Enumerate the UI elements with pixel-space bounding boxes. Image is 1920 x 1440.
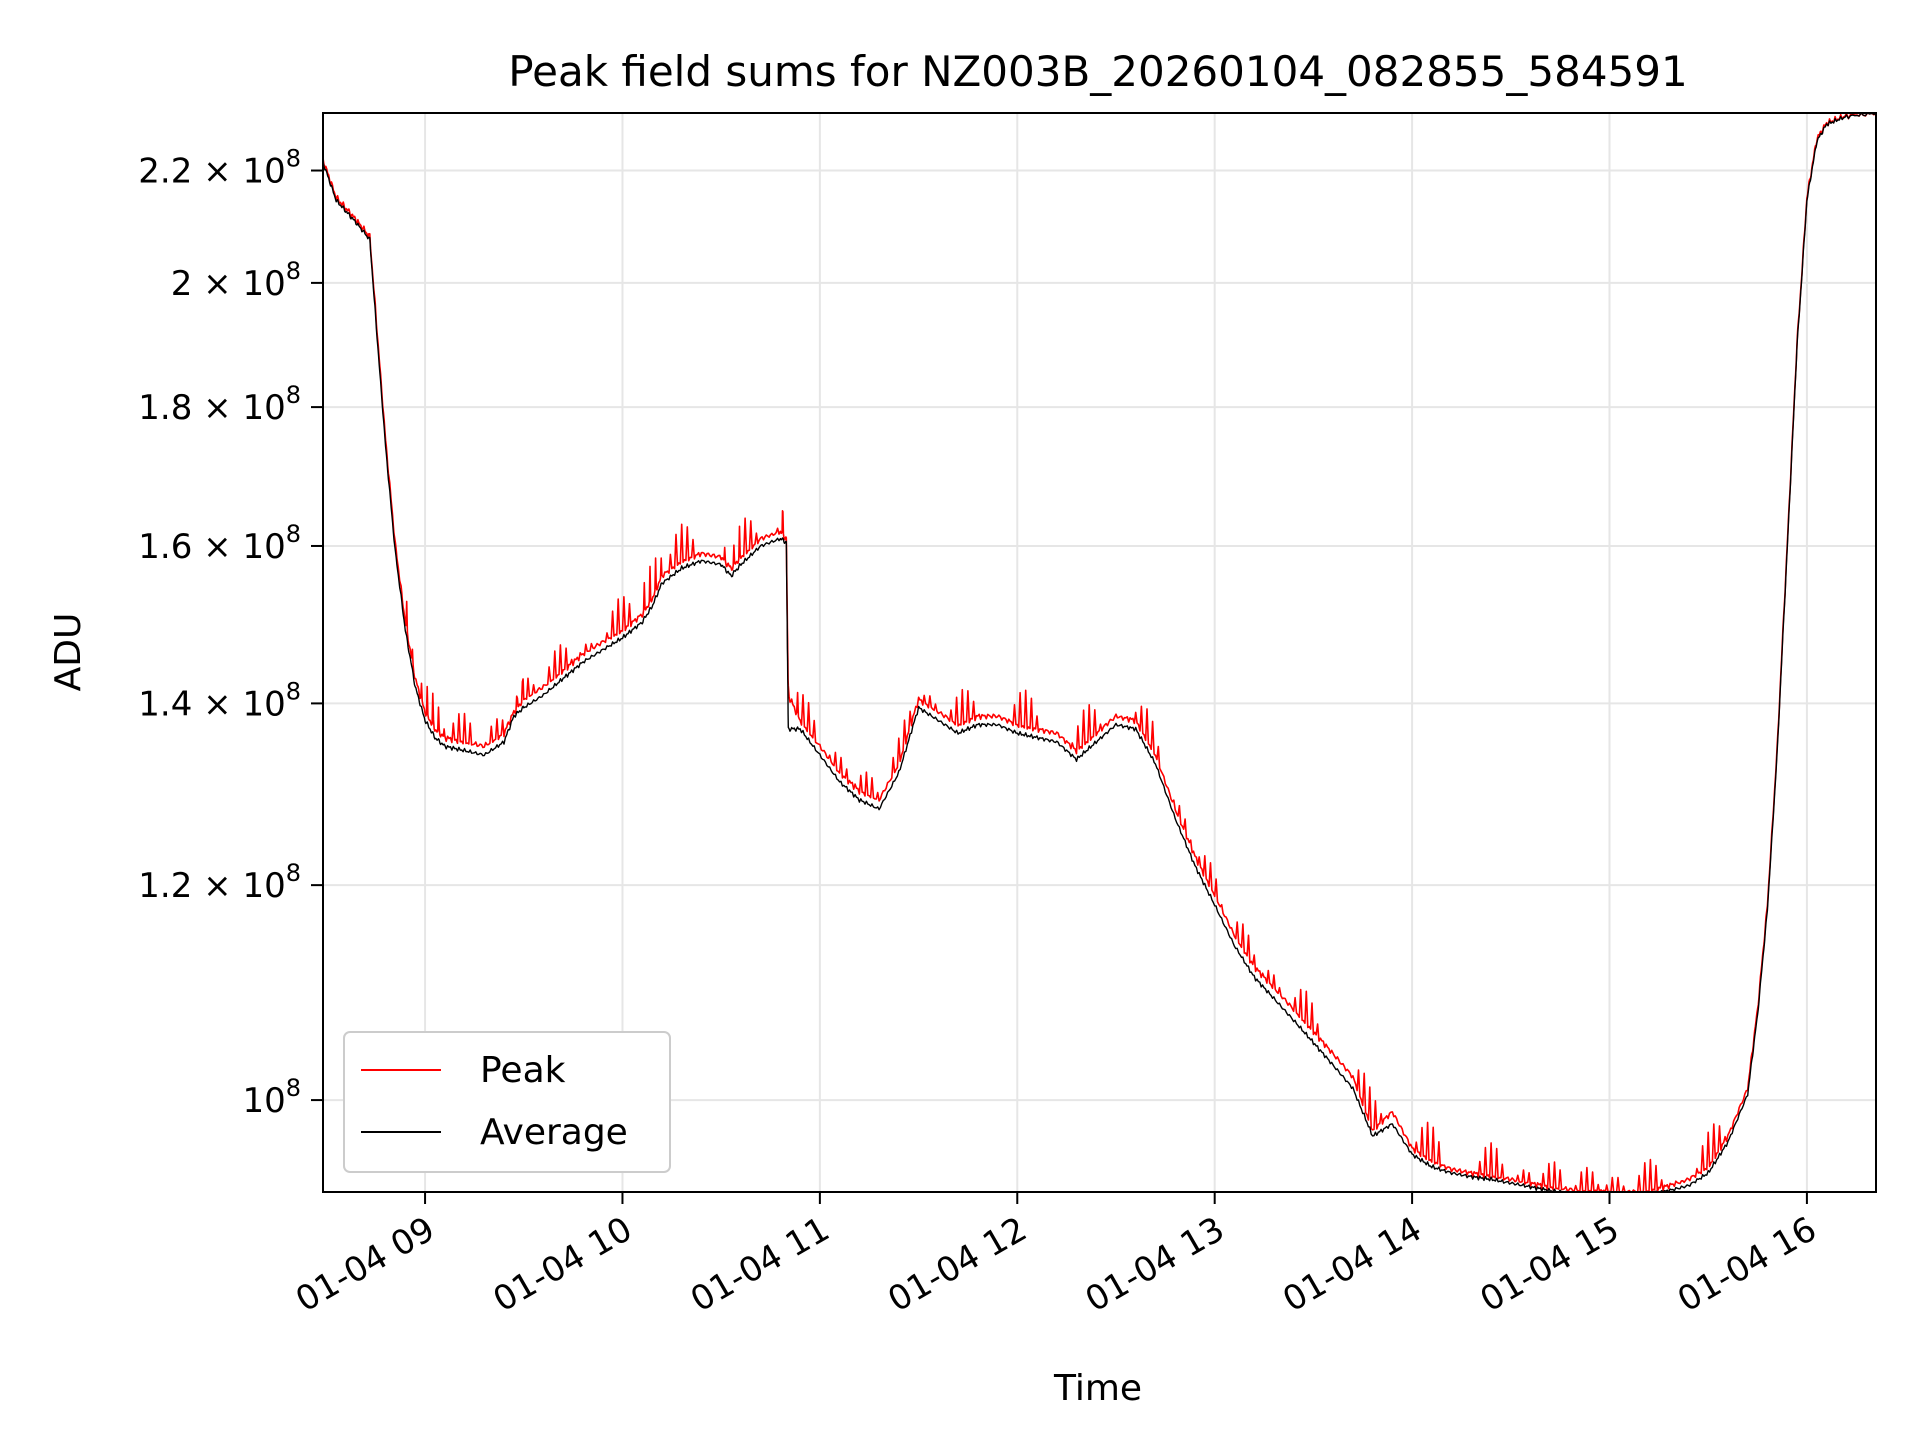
y-axis-label: ADU (48, 613, 89, 692)
grid (323, 113, 1876, 1192)
legend-label-average: Average (480, 1112, 628, 1153)
x-axis-label: Time (1053, 1368, 1142, 1409)
y-tick-label: 108 (242, 1074, 301, 1121)
y-tick-label: 1.2 × 108 (138, 859, 301, 906)
legend-box (343, 1031, 671, 1173)
legend: Peak Average (343, 1031, 671, 1173)
series-line-peak (322, 112, 1877, 1193)
y-tick-label: 2 × 108 (171, 257, 301, 304)
legend-label-peak: Peak (480, 1050, 566, 1091)
plot-frame (322, 112, 1877, 1193)
y-axis-ticks: 108 1.2 × 108 1.4 × 108 1.6 × 108 1.8 × 108 2… (138, 145, 323, 1121)
y-tick-label: 1.4 × 108 (138, 677, 301, 724)
chart-title: Peak field sums for NZ003B_20260104_0828… (508, 47, 1687, 96)
y-tick-label: 2.2 × 108 (138, 145, 301, 192)
y-tick-label: 1.6 × 108 (138, 520, 301, 567)
y-tick-label: 1.8 × 108 (138, 381, 301, 428)
